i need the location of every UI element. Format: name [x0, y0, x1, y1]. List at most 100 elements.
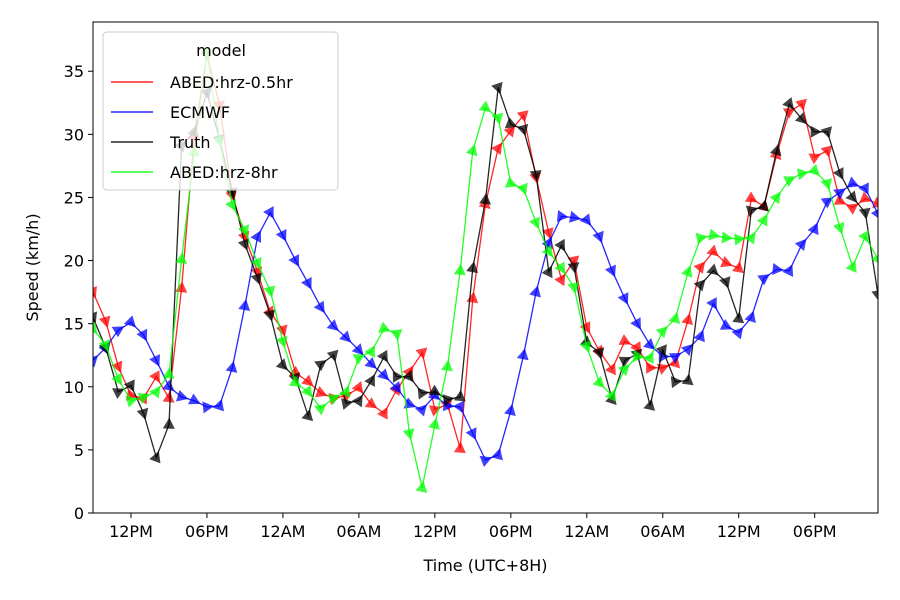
data-point-marker: [301, 374, 314, 387]
data-point-marker: [376, 349, 388, 363]
data-point-marker: [858, 230, 869, 243]
data-point-marker: [453, 263, 466, 276]
x-tick-label: 06AM: [336, 522, 381, 541]
data-point-marker: [313, 300, 325, 314]
data-point-marker: [796, 168, 809, 181]
data-point-marker: [390, 329, 403, 341]
data-point-marker: [833, 194, 847, 205]
data-point-marker: [516, 182, 528, 196]
data-point-marker: [782, 264, 794, 277]
data-point-marker: [668, 311, 681, 325]
data-point-marker: [125, 396, 138, 408]
data-point-marker: [655, 344, 667, 357]
series-1: [93, 176, 878, 468]
data-point-marker: [478, 100, 491, 113]
data-point-marker: [541, 265, 553, 279]
data-point-marker: [415, 480, 428, 493]
data-point-marker: [872, 196, 878, 208]
data-point-marker: [769, 143, 782, 157]
data-point-marker: [212, 399, 225, 412]
data-point-marker: [314, 386, 328, 398]
x-tick-label: 06PM: [793, 522, 837, 541]
data-point-marker: [807, 222, 819, 236]
data-point-marker: [541, 244, 554, 258]
data-point-marker: [491, 448, 503, 461]
data-point-marker: [263, 206, 274, 219]
data-point-marker: [668, 352, 682, 364]
data-point-marker: [643, 398, 656, 411]
data-point-marker: [351, 394, 363, 408]
data-point-marker: [479, 455, 493, 468]
data-point-marker: [123, 315, 136, 328]
x-tick-label: 06AM: [640, 522, 685, 541]
data-point-marker: [98, 315, 111, 328]
y-tick-label: 10: [64, 378, 84, 397]
data-point-marker: [428, 384, 441, 396]
data-point-marker: [554, 238, 566, 252]
series-layer: [93, 47, 878, 493]
data-point-marker: [794, 238, 807, 252]
data-point-marker: [136, 328, 148, 342]
data-point-marker: [708, 228, 721, 241]
data-point-marker: [833, 222, 845, 235]
data-point-marker: [567, 281, 580, 294]
data-point-marker: [820, 197, 834, 209]
data-point-marker: [326, 319, 339, 331]
data-point-marker: [453, 400, 464, 414]
data-point-marker: [149, 386, 161, 399]
data-point-marker: [378, 321, 391, 333]
data-point-marker: [569, 210, 581, 223]
legend-entry: Truth: [169, 133, 211, 152]
data-point-marker: [744, 191, 758, 203]
data-point-marker: [93, 355, 98, 368]
data-point-marker: [734, 233, 746, 246]
data-point-marker: [162, 367, 175, 379]
data-point-marker: [845, 203, 859, 215]
data-point-marker: [782, 108, 796, 119]
data-point-marker: [339, 330, 352, 343]
data-point-marker: [820, 126, 832, 139]
data-point-marker: [820, 145, 833, 158]
x-axis-label: Time (UTC+8H): [422, 556, 547, 575]
data-point-marker: [693, 329, 705, 343]
data-point-marker: [604, 389, 616, 402]
data-point-marker: [301, 276, 312, 290]
data-point-marker: [529, 216, 540, 230]
data-point-marker: [402, 369, 414, 383]
data-point-marker: [642, 351, 654, 364]
data-point-marker: [442, 394, 455, 407]
data-point-marker: [250, 256, 262, 270]
data-point-marker: [112, 388, 125, 399]
data-point-marker: [123, 379, 135, 392]
data-point-marker: [858, 182, 869, 195]
data-point-marker: [617, 364, 630, 377]
data-point-marker: [756, 214, 768, 227]
data-point-marker: [794, 112, 807, 125]
data-point-marker: [681, 373, 694, 386]
data-point-marker: [719, 276, 731, 289]
data-point-marker: [149, 354, 160, 367]
data-point-marker: [757, 199, 769, 212]
data-point-marker: [782, 97, 794, 110]
data-point-marker: [516, 348, 529, 361]
data-point-marker: [858, 207, 871, 220]
data-point-marker: [341, 398, 354, 410]
data-point-marker: [871, 289, 878, 302]
data-point-marker: [706, 263, 719, 276]
data-point-marker: [351, 343, 364, 356]
data-point-marker: [693, 261, 706, 274]
data-point-marker: [721, 231, 734, 244]
data-point-marker: [275, 335, 288, 348]
data-point-marker: [466, 261, 478, 274]
data-point-marker: [618, 334, 632, 345]
x-tick-label: 12PM: [413, 522, 457, 541]
data-point-marker: [807, 163, 820, 176]
data-point-marker: [643, 337, 656, 350]
data-point-marker: [719, 319, 733, 330]
data-point-marker: [301, 408, 314, 422]
data-point-marker: [529, 285, 541, 298]
data-point-marker: [326, 349, 339, 362]
data-point-marker: [453, 389, 466, 402]
data-point-marker: [541, 227, 554, 240]
data-point-marker: [693, 279, 706, 292]
